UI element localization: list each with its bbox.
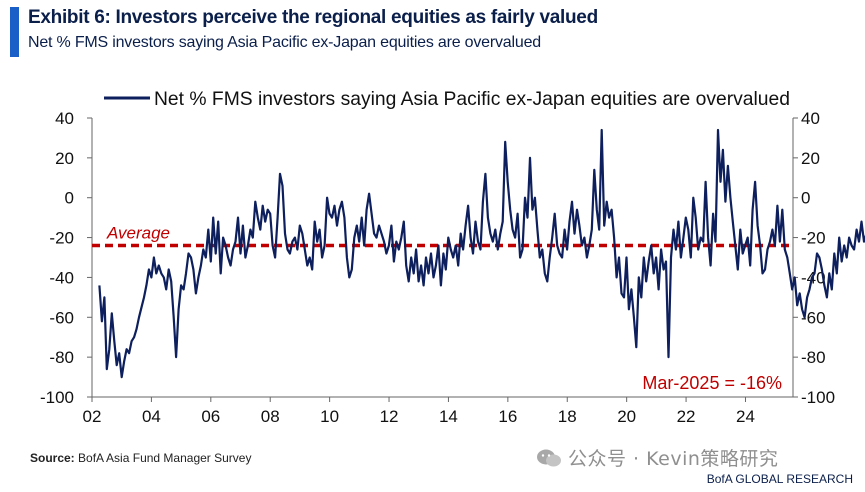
watermark-text: 公众号 · Kevin策略研究 [568,448,779,470]
y-tick-label-left: -100 [40,388,74,407]
y-tick-label-right: -80 [801,348,826,367]
x-tick-label: 20 [617,407,636,426]
x-tick-label: 18 [558,407,577,426]
y-tick-label-right: -60 [801,308,826,327]
footer-brand: BofA GLOBAL RESEARCH [706,472,853,486]
x-axis: 02 04 06 08 10 12 14 16 18 20 22 24 [83,397,755,426]
average-label: Average [106,224,170,243]
source-text: BofA Asia Fund Manager Survey [78,451,252,465]
y-tick-label-right: 0 [801,189,810,208]
y-tick-label-right: -100 [801,388,835,407]
y-axis-right: 40 20 0 -20 -40 -60 -80 -100 [793,109,835,407]
wechat-icon [537,449,561,467]
x-tick-label: 02 [83,407,102,426]
y-tick-label-left: -80 [49,348,74,367]
x-tick-label: 24 [736,407,755,426]
source-note: Source: BofA Asia Fund Manager Survey [30,451,251,465]
y-tick-label-right: -20 [801,229,826,248]
x-tick-label: 06 [201,407,220,426]
x-tick-label: 04 [142,407,161,426]
y-tick-label-left: 0 [65,189,74,208]
y-axis-left: 40 20 0 -20 -40 -60 -80 -100 [40,109,92,407]
title-accent-bar [10,7,19,57]
y-tick-label-right: 40 [801,109,820,128]
x-tick-label: 14 [439,407,458,426]
source-label: Source: [30,451,75,465]
y-tick-label-left: -20 [49,229,74,248]
series-line [98,128,865,379]
chart-axes [91,118,794,398]
average-group: Average [92,224,793,248]
y-tick-label-right: -40 [801,268,826,287]
exhibit-subtitle: Net % FMS investors saying Asia Pacific … [28,34,541,51]
x-tick-label: 08 [261,407,280,426]
watermark: 公众号 · Kevin策略研究 [536,444,778,471]
exhibit-title: Exhibit 6: Investors perceive the region… [28,7,598,28]
chart-legend: Net % FMS investors saying Asia Pacific … [104,88,790,110]
y-tick-label-left: -60 [49,308,74,327]
legend-label: Net % FMS investors saying Asia Pacific … [154,88,790,110]
y-tick-label-left: -40 [49,268,74,287]
x-tick-label: 22 [677,407,696,426]
x-tick-label: 10 [320,407,339,426]
y-tick-label-right: 20 [801,149,820,168]
x-tick-label: 16 [498,407,517,426]
y-tick-label-left: 20 [55,149,74,168]
y-tick-label-left: 40 [55,109,74,128]
x-tick-label: 12 [380,407,399,426]
latest-value-annotation: Mar-2025 = -16% [642,373,782,393]
